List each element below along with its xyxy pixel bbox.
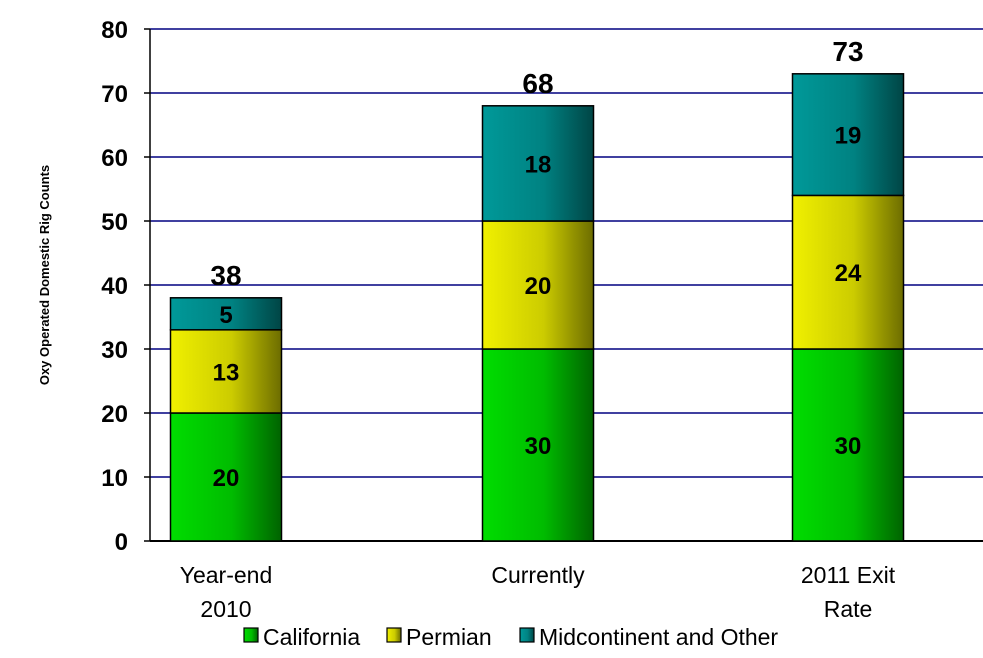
data-label-2-2: 19 bbox=[835, 123, 862, 150]
bar-1-1 bbox=[481, 220, 595, 350]
bar-2-0 bbox=[791, 348, 905, 542]
legend-label-0: California bbox=[263, 624, 360, 650]
data-label-1-0: 30 bbox=[525, 433, 552, 460]
bar-0-0 bbox=[169, 412, 283, 542]
ytick-label-60: 60 bbox=[101, 145, 128, 172]
bar-0-1 bbox=[169, 329, 283, 414]
ytick-label-0: 0 bbox=[115, 529, 128, 556]
total-label-0: 38 bbox=[210, 260, 241, 291]
data-label-2-1: 24 bbox=[835, 260, 862, 287]
bar-1-0 bbox=[481, 348, 595, 542]
ytick-label-40: 40 bbox=[101, 273, 128, 300]
xtick-label-1-0: Currently bbox=[491, 562, 585, 588]
legend-label-2: Midcontinent and Other bbox=[539, 624, 778, 650]
data-label-1-1: 20 bbox=[525, 273, 552, 300]
bar-1-2 bbox=[481, 105, 595, 222]
ytick-label-10: 10 bbox=[101, 465, 128, 492]
data-label-1-2: 18 bbox=[525, 151, 552, 178]
xtick-label-2-1: Rate bbox=[824, 596, 873, 622]
legend-swatch-1 bbox=[386, 627, 402, 643]
total-label-1: 68 bbox=[522, 68, 553, 99]
xtick-label-0-0: Year-end bbox=[180, 562, 273, 588]
data-label-0-1: 13 bbox=[213, 359, 240, 386]
axes: 0 10 20 30 40 50 60 70 80 Oxy Operated Domestic R… bbox=[37, 17, 983, 622]
bar-0-2 bbox=[169, 297, 283, 331]
bar-2-1 bbox=[791, 194, 905, 350]
bars bbox=[169, 73, 905, 542]
legend: California Permian Midcontinent and Other bbox=[243, 624, 778, 650]
labels: 20 13 5 38 30 20 18 68 30 24 19 73 bbox=[210, 36, 863, 492]
legend-swatch-2 bbox=[519, 627, 535, 643]
ytick-label-20: 20 bbox=[101, 401, 128, 428]
bar-2-2 bbox=[791, 73, 905, 197]
ytick-label-50: 50 bbox=[101, 209, 128, 236]
data-label-2-0: 30 bbox=[835, 433, 862, 460]
data-label-0-2: 5 bbox=[219, 302, 232, 329]
legend-label-1: Permian bbox=[406, 624, 492, 650]
total-label-2: 73 bbox=[832, 36, 863, 67]
ytick-label-70: 70 bbox=[101, 81, 128, 108]
xtick-label-2-0: 2011 Exit bbox=[801, 562, 896, 588]
ytick-label-80: 80 bbox=[101, 17, 128, 44]
data-label-0-0: 20 bbox=[213, 465, 240, 492]
xtick-label-0-1: 2010 bbox=[200, 596, 251, 622]
legend-swatch-0 bbox=[243, 627, 259, 643]
y-axis-label: Oxy Operated Domestic Rig Counts bbox=[37, 165, 52, 385]
ytick-label-30: 30 bbox=[101, 337, 128, 364]
